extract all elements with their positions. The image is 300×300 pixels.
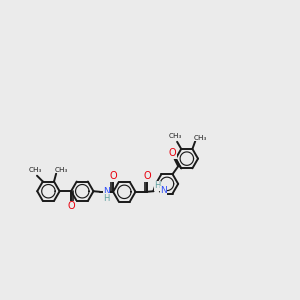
Text: O: O xyxy=(143,171,151,182)
Text: N: N xyxy=(160,186,167,195)
Text: CH₃: CH₃ xyxy=(55,167,68,173)
Text: CH₃: CH₃ xyxy=(194,135,207,141)
Text: CH₃: CH₃ xyxy=(29,167,42,173)
Text: H: H xyxy=(103,194,110,203)
Text: CH₃: CH₃ xyxy=(169,134,182,140)
Text: O: O xyxy=(109,171,117,182)
Text: N: N xyxy=(103,187,110,196)
Text: H: H xyxy=(154,182,161,190)
Text: O: O xyxy=(68,201,75,211)
Text: O: O xyxy=(169,148,176,158)
